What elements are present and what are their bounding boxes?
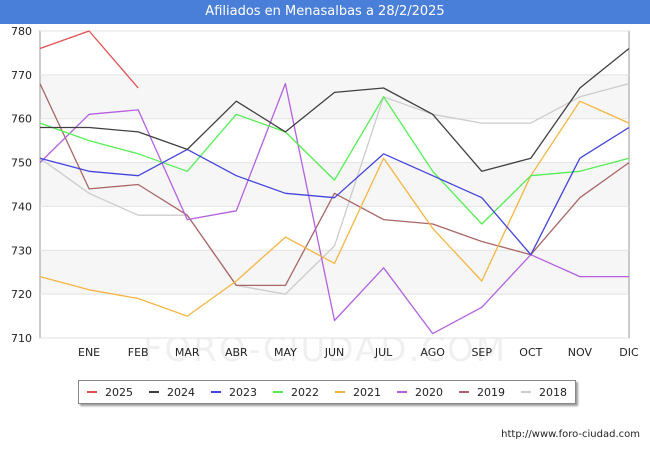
- legend-swatch: [459, 391, 469, 393]
- x-tick-label: FEB: [128, 346, 149, 359]
- series-line-2022: [39, 96, 630, 225]
- y-tick-label: 740: [11, 200, 32, 213]
- legend-label: 2025: [105, 385, 133, 399]
- band-750: [40, 118, 629, 163]
- y-tick-label: 760: [11, 113, 32, 126]
- y-axis-ticks: 710 720 730 740 750 760 770 780: [11, 25, 32, 345]
- legend-item-2022: 2022: [273, 386, 319, 399]
- x-tick-label: DIC: [619, 346, 639, 359]
- legend-swatch: [149, 391, 159, 393]
- legend-swatch: [397, 391, 407, 393]
- legend-label: 2020: [415, 385, 443, 399]
- legend-item-2025: 2025: [87, 386, 133, 399]
- x-tick-label: OCT: [519, 346, 542, 359]
- series-line-2023: [39, 126, 630, 256]
- x-tick-label: ABR: [225, 346, 248, 359]
- legend-swatch: [521, 391, 531, 393]
- y-tick-label: 710: [11, 332, 32, 345]
- x-tick-label: SEP: [471, 346, 492, 359]
- legend-swatch: [335, 391, 345, 393]
- band-770: [40, 31, 629, 75]
- x-tick-label: MAY: [274, 346, 297, 359]
- legend-item-2019: 2019: [459, 386, 505, 399]
- series-line-2018: [39, 82, 630, 295]
- legend-item-2018: 2018: [521, 386, 567, 399]
- band-710: [40, 294, 629, 338]
- legend-swatch: [211, 391, 221, 393]
- band-760: [40, 74, 629, 119]
- legend-swatch: [273, 391, 283, 393]
- legend: 2025 2024 2023 2022 2021 2020 2019 2018: [78, 380, 576, 404]
- band-720: [40, 250, 629, 295]
- legend-label: 2021: [353, 385, 381, 399]
- y-tick-label: 730: [11, 244, 32, 257]
- legend-item-2021: 2021: [335, 386, 381, 399]
- x-tick-label: JUN: [324, 346, 345, 359]
- band-730: [40, 206, 629, 251]
- legend-label: 2024: [167, 385, 195, 399]
- band-740: [40, 162, 629, 207]
- legend-label: 2018: [539, 385, 567, 399]
- y-tick-label: 720: [11, 288, 32, 301]
- x-tick-label: NOV: [568, 346, 593, 359]
- legend-item-2024: 2024: [149, 386, 195, 399]
- y-tick-label: 750: [11, 157, 32, 170]
- y-tick-label: 780: [11, 25, 32, 38]
- legend-label: 2019: [477, 385, 505, 399]
- gridlines: [40, 30, 629, 339]
- legend-item-2023: 2023: [211, 386, 257, 399]
- line-chart: 710 720 730 740 750 760 770 780 ENE FEB MAR ABR MAY…: [11, 25, 639, 359]
- x-axis-ticks: ENE FEB MAR ABR MAY JUN JUL AGO SEP OCT NOV DIC: [78, 346, 639, 359]
- x-tick-label: AGO: [420, 346, 445, 359]
- series-line-2025: [39, 30, 139, 89]
- x-tick-label: ENE: [78, 346, 100, 359]
- legend-item-2020: 2020: [397, 386, 443, 399]
- x-tick-label: MAR: [175, 346, 200, 359]
- y-tick-label: 770: [11, 69, 32, 82]
- series-lines: [39, 30, 630, 335]
- source-url[interactable]: http://www.foro-ciudad.com: [501, 429, 640, 440]
- x-tick-label: JUL: [374, 346, 393, 359]
- chart-title: Afiliados en Menasalbas a 28/2/2025: [0, 0, 650, 24]
- legend-label: 2023: [229, 385, 257, 399]
- legend-swatch: [87, 391, 97, 393]
- chart-bands: [40, 31, 629, 338]
- legend-label: 2022: [291, 385, 319, 399]
- series-line-2024: [40, 47, 630, 172]
